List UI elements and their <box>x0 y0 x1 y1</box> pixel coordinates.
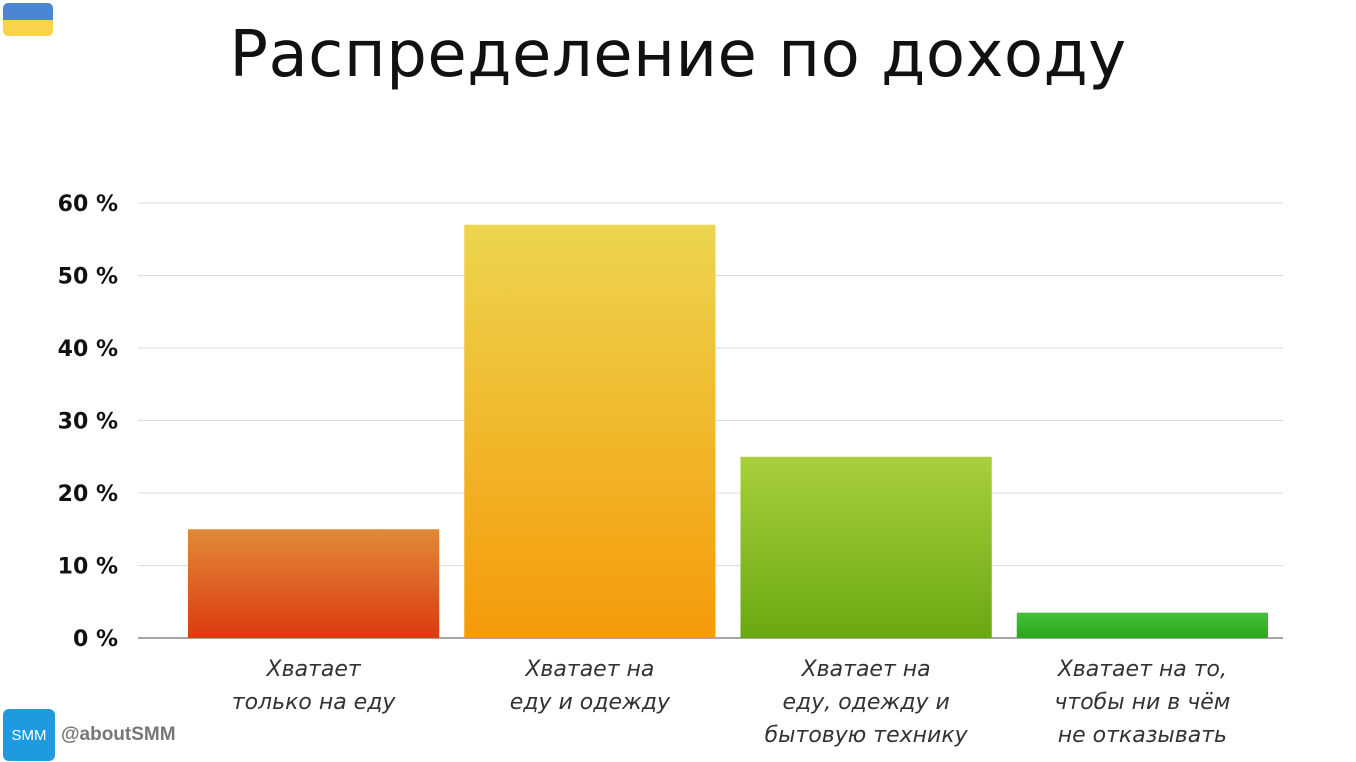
flag-bottom-stripe <box>3 19 53 36</box>
x-category-label: бытовую технику <box>765 723 969 748</box>
y-tick-label: 30 % <box>58 410 118 435</box>
bar <box>188 529 440 638</box>
x-category-label: не отказывать <box>1058 723 1227 748</box>
x-category-label: Хватает на <box>524 657 654 682</box>
bar <box>1016 612 1268 638</box>
bar <box>740 456 992 638</box>
brand-handle: @aboutSMM <box>61 724 176 745</box>
x-category-label: еду и одежду <box>510 690 671 715</box>
brand-footer: SMM @aboutSMM <box>3 709 176 761</box>
ukraine-flag-icon <box>3 3 53 36</box>
chart-title: Распределение по доходу <box>229 18 1127 92</box>
x-category-label: чтобы ни в чём <box>1054 690 1230 715</box>
y-tick-label: 40 % <box>58 337 118 362</box>
x-category-label: Хватает <box>266 657 362 682</box>
y-tick-label: 50 % <box>58 265 118 290</box>
y-tick-label: 60 % <box>58 192 118 217</box>
smm-logo-icon: SMM <box>3 709 55 761</box>
bar <box>464 224 716 638</box>
y-tick-label: 20 % <box>58 482 118 507</box>
x-category-label: еду, одежду и <box>782 690 949 715</box>
x-category-label: Хватает на то, <box>1057 657 1227 682</box>
y-tick-label: 10 % <box>58 555 118 580</box>
y-tick-label: 0 % <box>73 627 118 652</box>
flag-top-stripe <box>3 3 53 20</box>
x-category-label: только на еду <box>232 690 397 715</box>
x-category-label: Хватает на <box>801 657 931 682</box>
